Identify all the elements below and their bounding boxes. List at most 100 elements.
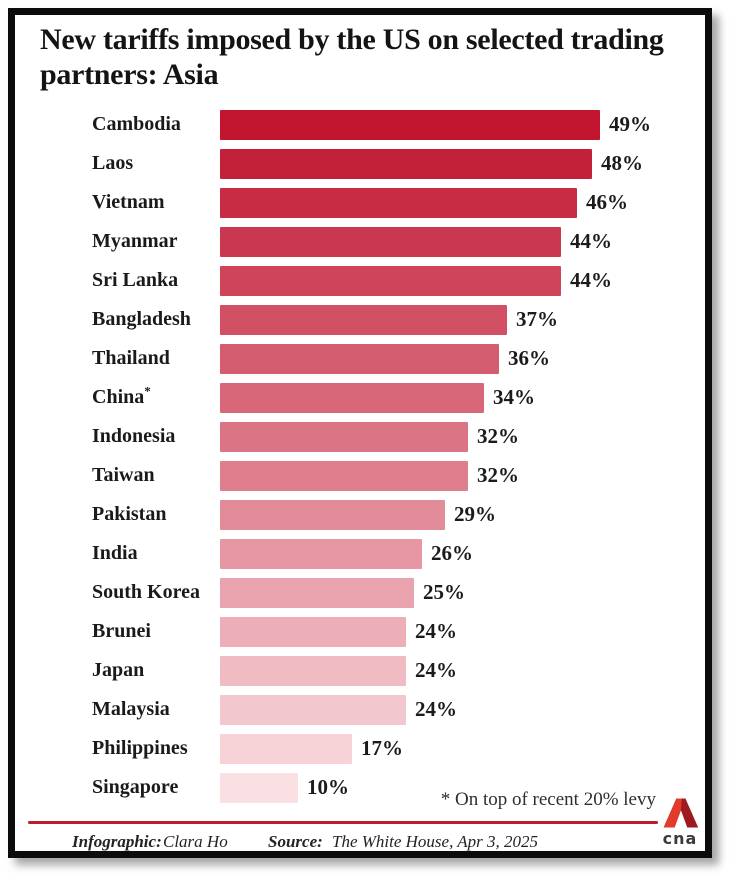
chart-row: Pakistan 29% xyxy=(15,495,705,534)
bar-value-label: 32% xyxy=(477,424,519,448)
bar-value-label: 26% xyxy=(431,541,473,565)
bar-category-label: South Korea xyxy=(92,581,200,603)
credits-footer: Infographic: Clara Ho Source: The White … xyxy=(15,832,705,856)
bar-value-label: 10% xyxy=(307,775,349,799)
bar-category-label: Taiwan xyxy=(92,464,155,486)
footer-divider-line xyxy=(28,821,658,824)
chart-row: South Korea 25% xyxy=(15,573,705,612)
bar xyxy=(220,421,468,452)
chart-row: Singapore 10% xyxy=(15,768,705,807)
bar-area: 24% xyxy=(220,616,457,647)
bar-value-label: 17% xyxy=(361,736,403,760)
bar-value-label: 24% xyxy=(415,697,457,721)
bar-category-label: Philippines xyxy=(92,737,188,759)
page-title: New tariffs imposed by the US on selecte… xyxy=(40,23,664,91)
bar-value-label: 24% xyxy=(415,619,457,643)
bar-area: 36% xyxy=(220,343,550,374)
chart-row: Myanmar 44% xyxy=(15,222,705,261)
bar-category-label: Myanmar xyxy=(92,230,178,252)
bar xyxy=(220,616,406,647)
bar xyxy=(220,499,445,530)
bar-category-label: Laos xyxy=(92,152,134,174)
bar-area: 44% xyxy=(220,265,612,296)
bar xyxy=(220,226,561,257)
bar xyxy=(220,265,561,296)
chart-row: China* 34% xyxy=(15,378,705,417)
bar-area: 26% xyxy=(220,538,473,569)
chart-row: Philippines 17% xyxy=(15,729,705,768)
source-credit-label: Source: xyxy=(268,832,323,851)
bar-value-label: 48% xyxy=(601,151,643,175)
chart-row: Cambodia 49% xyxy=(15,105,705,144)
cna-logo-icon xyxy=(663,798,699,828)
bar-category-label: Japan xyxy=(92,659,145,681)
bar xyxy=(220,733,352,764)
bar-value-label: 32% xyxy=(477,463,519,487)
bar-value-label: 49% xyxy=(609,112,651,136)
bar xyxy=(220,655,406,686)
bar-category-label: Pakistan xyxy=(92,503,167,525)
bar-value-label: 36% xyxy=(508,346,550,370)
bar-value-label: 44% xyxy=(570,229,612,253)
bar-area: 32% xyxy=(220,460,519,491)
chart-row: Malaysia 24% xyxy=(15,690,705,729)
bar-area: 37% xyxy=(220,304,558,335)
footnote-asterisk-marker: * xyxy=(144,383,151,399)
chart-row: Taiwan 32% xyxy=(15,456,705,495)
bar-category-label: Malaysia xyxy=(92,698,170,720)
bar-category-label: Thailand xyxy=(92,347,170,369)
bar xyxy=(220,772,298,803)
bar xyxy=(220,460,468,491)
infographic-body: New tariffs imposed by the US on selecte… xyxy=(15,15,705,851)
chart-row: Bangladesh 37% xyxy=(15,300,705,339)
bar-area: 48% xyxy=(220,148,643,179)
bar xyxy=(220,538,422,569)
chart-footnote: * On top of recent 20% levy xyxy=(440,789,656,810)
bar xyxy=(220,343,499,374)
bar-area: 24% xyxy=(220,655,457,686)
bar xyxy=(220,577,414,608)
bar-value-label: 44% xyxy=(570,268,612,292)
chart-row: Vietnam 46% xyxy=(15,183,705,222)
bar-area: 25% xyxy=(220,577,465,608)
chart-row: Indonesia 32% xyxy=(15,417,705,456)
bar-value-label: 46% xyxy=(586,190,628,214)
bar-category-label: Singapore xyxy=(92,776,179,798)
infographic-frame: New tariffs imposed by the US on selecte… xyxy=(8,8,712,858)
bar xyxy=(220,187,577,218)
chart-row: Thailand 36% xyxy=(15,339,705,378)
bar-category-label: Bangladesh xyxy=(92,308,191,330)
bar-value-label: 34% xyxy=(493,385,535,409)
chart-row: India 26% xyxy=(15,534,705,573)
chart-row: Sri Lanka 44% xyxy=(15,261,705,300)
chart-row: Laos 48% xyxy=(15,144,705,183)
bar-chart: Cambodia 49% Laos 48% Vietnam 46% Myanmar 44% Sr… xyxy=(15,105,705,807)
cna-logo-text: cna xyxy=(662,829,698,848)
bar xyxy=(220,109,600,140)
cna-logo: cna xyxy=(654,796,706,847)
bar-value-label: 29% xyxy=(454,502,496,526)
chart-row: Brunei 24% xyxy=(15,612,705,651)
bar xyxy=(220,148,592,179)
bar xyxy=(220,304,507,335)
bar xyxy=(220,694,406,725)
bar-category-label: Indonesia xyxy=(92,425,176,447)
bar-rows: Cambodia 49% Laos 48% Vietnam 46% Myanmar 44% Sr… xyxy=(15,105,705,807)
bar-category-label: Brunei xyxy=(92,620,151,642)
bar-area: 29% xyxy=(220,499,496,530)
bar-value-label: 37% xyxy=(516,307,558,331)
infographic-credit-label: Infographic: xyxy=(72,832,162,851)
bar-value-label: 25% xyxy=(423,580,465,604)
source-credit-value: The White House, Apr 3, 2025 xyxy=(332,832,539,851)
bar-area: 34% xyxy=(220,382,535,413)
bar-area: 44% xyxy=(220,226,612,257)
bar-category-label: Cambodia xyxy=(92,113,181,135)
bar-area: 32% xyxy=(220,421,519,452)
bar-area: 46% xyxy=(220,187,628,218)
bar-category-label: India xyxy=(92,542,138,564)
bar-area: 17% xyxy=(220,733,403,764)
bar xyxy=(220,382,484,413)
bar-area: 24% xyxy=(220,694,457,725)
chart-row: Japan 24% xyxy=(15,651,705,690)
